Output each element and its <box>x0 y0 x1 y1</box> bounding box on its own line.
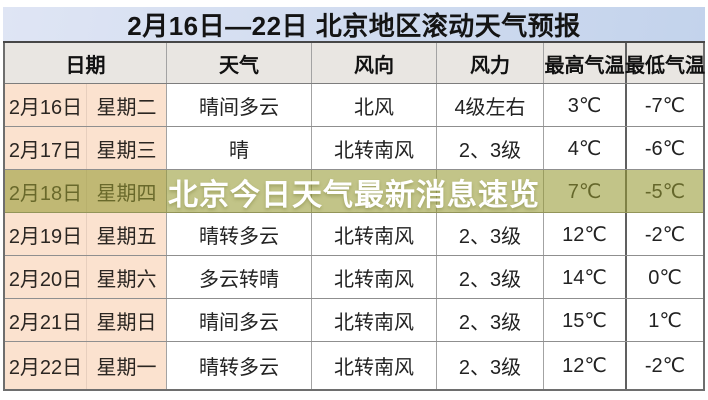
cell-weekday: 星期五 <box>87 213 167 255</box>
cell-date: 2月19日 <box>5 213 87 255</box>
cell-wind-force: 2、3级 <box>437 256 544 298</box>
table-row: 2月19日 星期五 晴转多云 北转南风 2、3级 12℃ -2℃ <box>5 213 703 256</box>
cell-low-temp: -2℃ <box>625 342 703 389</box>
cell-wind-force: 2、3级 <box>437 127 544 169</box>
cell-low-temp: -2℃ <box>625 213 703 255</box>
cell-weather: 晴转多云 <box>167 342 312 389</box>
cell-date: 2月16日 <box>5 84 87 126</box>
cell-wind-direction: 北转南风 <box>312 256 437 298</box>
weather-table: 日期 天气 风向 风力 最高气温 最低气温 2月16日 星期二 晴间多云 北风 … <box>3 43 705 391</box>
cell-low-temp: 1℃ <box>625 299 703 341</box>
header-low-temp: 最低气温 <box>625 43 705 83</box>
cell-date: 2月22日 <box>5 342 87 389</box>
table-header-row: 日期 天气 风向 风力 最高气温 最低气温 <box>5 43 705 84</box>
cell-wind-force: 2、3级 <box>437 299 544 341</box>
headline-text: 北京今日天气最新消息速览 <box>168 178 540 212</box>
cell-wind-direction: 北风 <box>312 84 437 126</box>
cell-wind-force: 2、3级 <box>437 213 544 255</box>
cell-weather: 晴 <box>167 127 312 169</box>
cell-weekday: 星期三 <box>87 127 167 169</box>
cell-high-temp: 12℃ <box>562 223 607 246</box>
cell-wind-direction: 北转南风 <box>312 299 437 341</box>
cell-high-temp: 12℃ <box>562 355 607 377</box>
cell-weekday: 星期日 <box>87 299 167 341</box>
cell-high-temp: 14℃ <box>562 266 607 289</box>
cell-date: 2月21日 <box>5 299 87 341</box>
header-high-temp: 最高气温 <box>544 54 625 77</box>
cell-weekday: 星期一 <box>87 342 167 389</box>
cell-low-temp: -7℃ <box>625 84 703 126</box>
cell-weekday: 星期二 <box>87 84 167 126</box>
header-weather: 天气 <box>167 43 312 83</box>
table-row: 2月22日 星期一 晴转多云 北转南风 2、3级 12℃ -2℃ <box>5 342 703 389</box>
cell-high-temp: 3℃ <box>567 94 602 117</box>
header-wind: 风向 <box>312 43 437 83</box>
cell-weather: 晴间多云 <box>167 84 312 126</box>
cell-low-temp: 0℃ <box>625 256 703 298</box>
cell-high-temp: 15℃ <box>562 309 607 332</box>
table-body: 2月16日 星期二 晴间多云 北风 4级左右 3℃ -7℃ 2月17日 星期三 … <box>5 84 703 389</box>
table-row: 2月17日 星期三 晴 北转南风 2、3级 4℃ -6℃ <box>5 127 703 170</box>
cell-weekday: 星期六 <box>87 256 167 298</box>
header-force: 风力 <box>437 43 544 83</box>
cell-wind-direction: 北转南风 <box>312 213 437 255</box>
cell-low-temp: -6℃ <box>625 127 703 169</box>
table-row: 2月21日 星期日 晴间多云 北转南风 2、3级 15℃ 1℃ <box>5 299 703 342</box>
cell-wind-direction: 北转南风 <box>312 127 437 169</box>
headline-overlay-banner: 北京今日天气最新消息速览 <box>5 170 703 213</box>
cell-high-temp: 4℃ <box>567 137 602 160</box>
table-row: 2月18日 星期四 7℃ -5℃ 北京今日天气最新消息速览 <box>5 170 703 213</box>
cell-wind-force: 4级左右 <box>437 84 544 126</box>
table-row: 2月20日 星期六 多云转晴 北转南风 2、3级 14℃ 0℃ <box>5 256 703 299</box>
cell-date: 2月17日 <box>5 127 87 169</box>
weather-forecast-card: 2月16日—22日 北京地区滚动天气预报 日期 天气 风向 风力 最高气温 最低… <box>3 7 705 391</box>
table-row: 2月16日 星期二 晴间多云 北风 4级左右 3℃ -7℃ <box>5 84 703 127</box>
cell-weather: 多云转晴 <box>167 256 312 298</box>
cell-wind-force: 2、3级 <box>437 342 544 389</box>
cell-weather: 晴间多云 <box>167 299 312 341</box>
title-bar: 2月16日—22日 北京地区滚动天气预报 <box>3 7 705 43</box>
header-date: 日期 <box>5 43 167 83</box>
cell-weather: 晴转多云 <box>167 213 312 255</box>
cell-date: 2月20日 <box>5 256 87 298</box>
page-title: 2月16日—22日 北京地区滚动天气预报 <box>127 10 581 41</box>
cell-wind-direction: 北转南风 <box>312 342 437 389</box>
